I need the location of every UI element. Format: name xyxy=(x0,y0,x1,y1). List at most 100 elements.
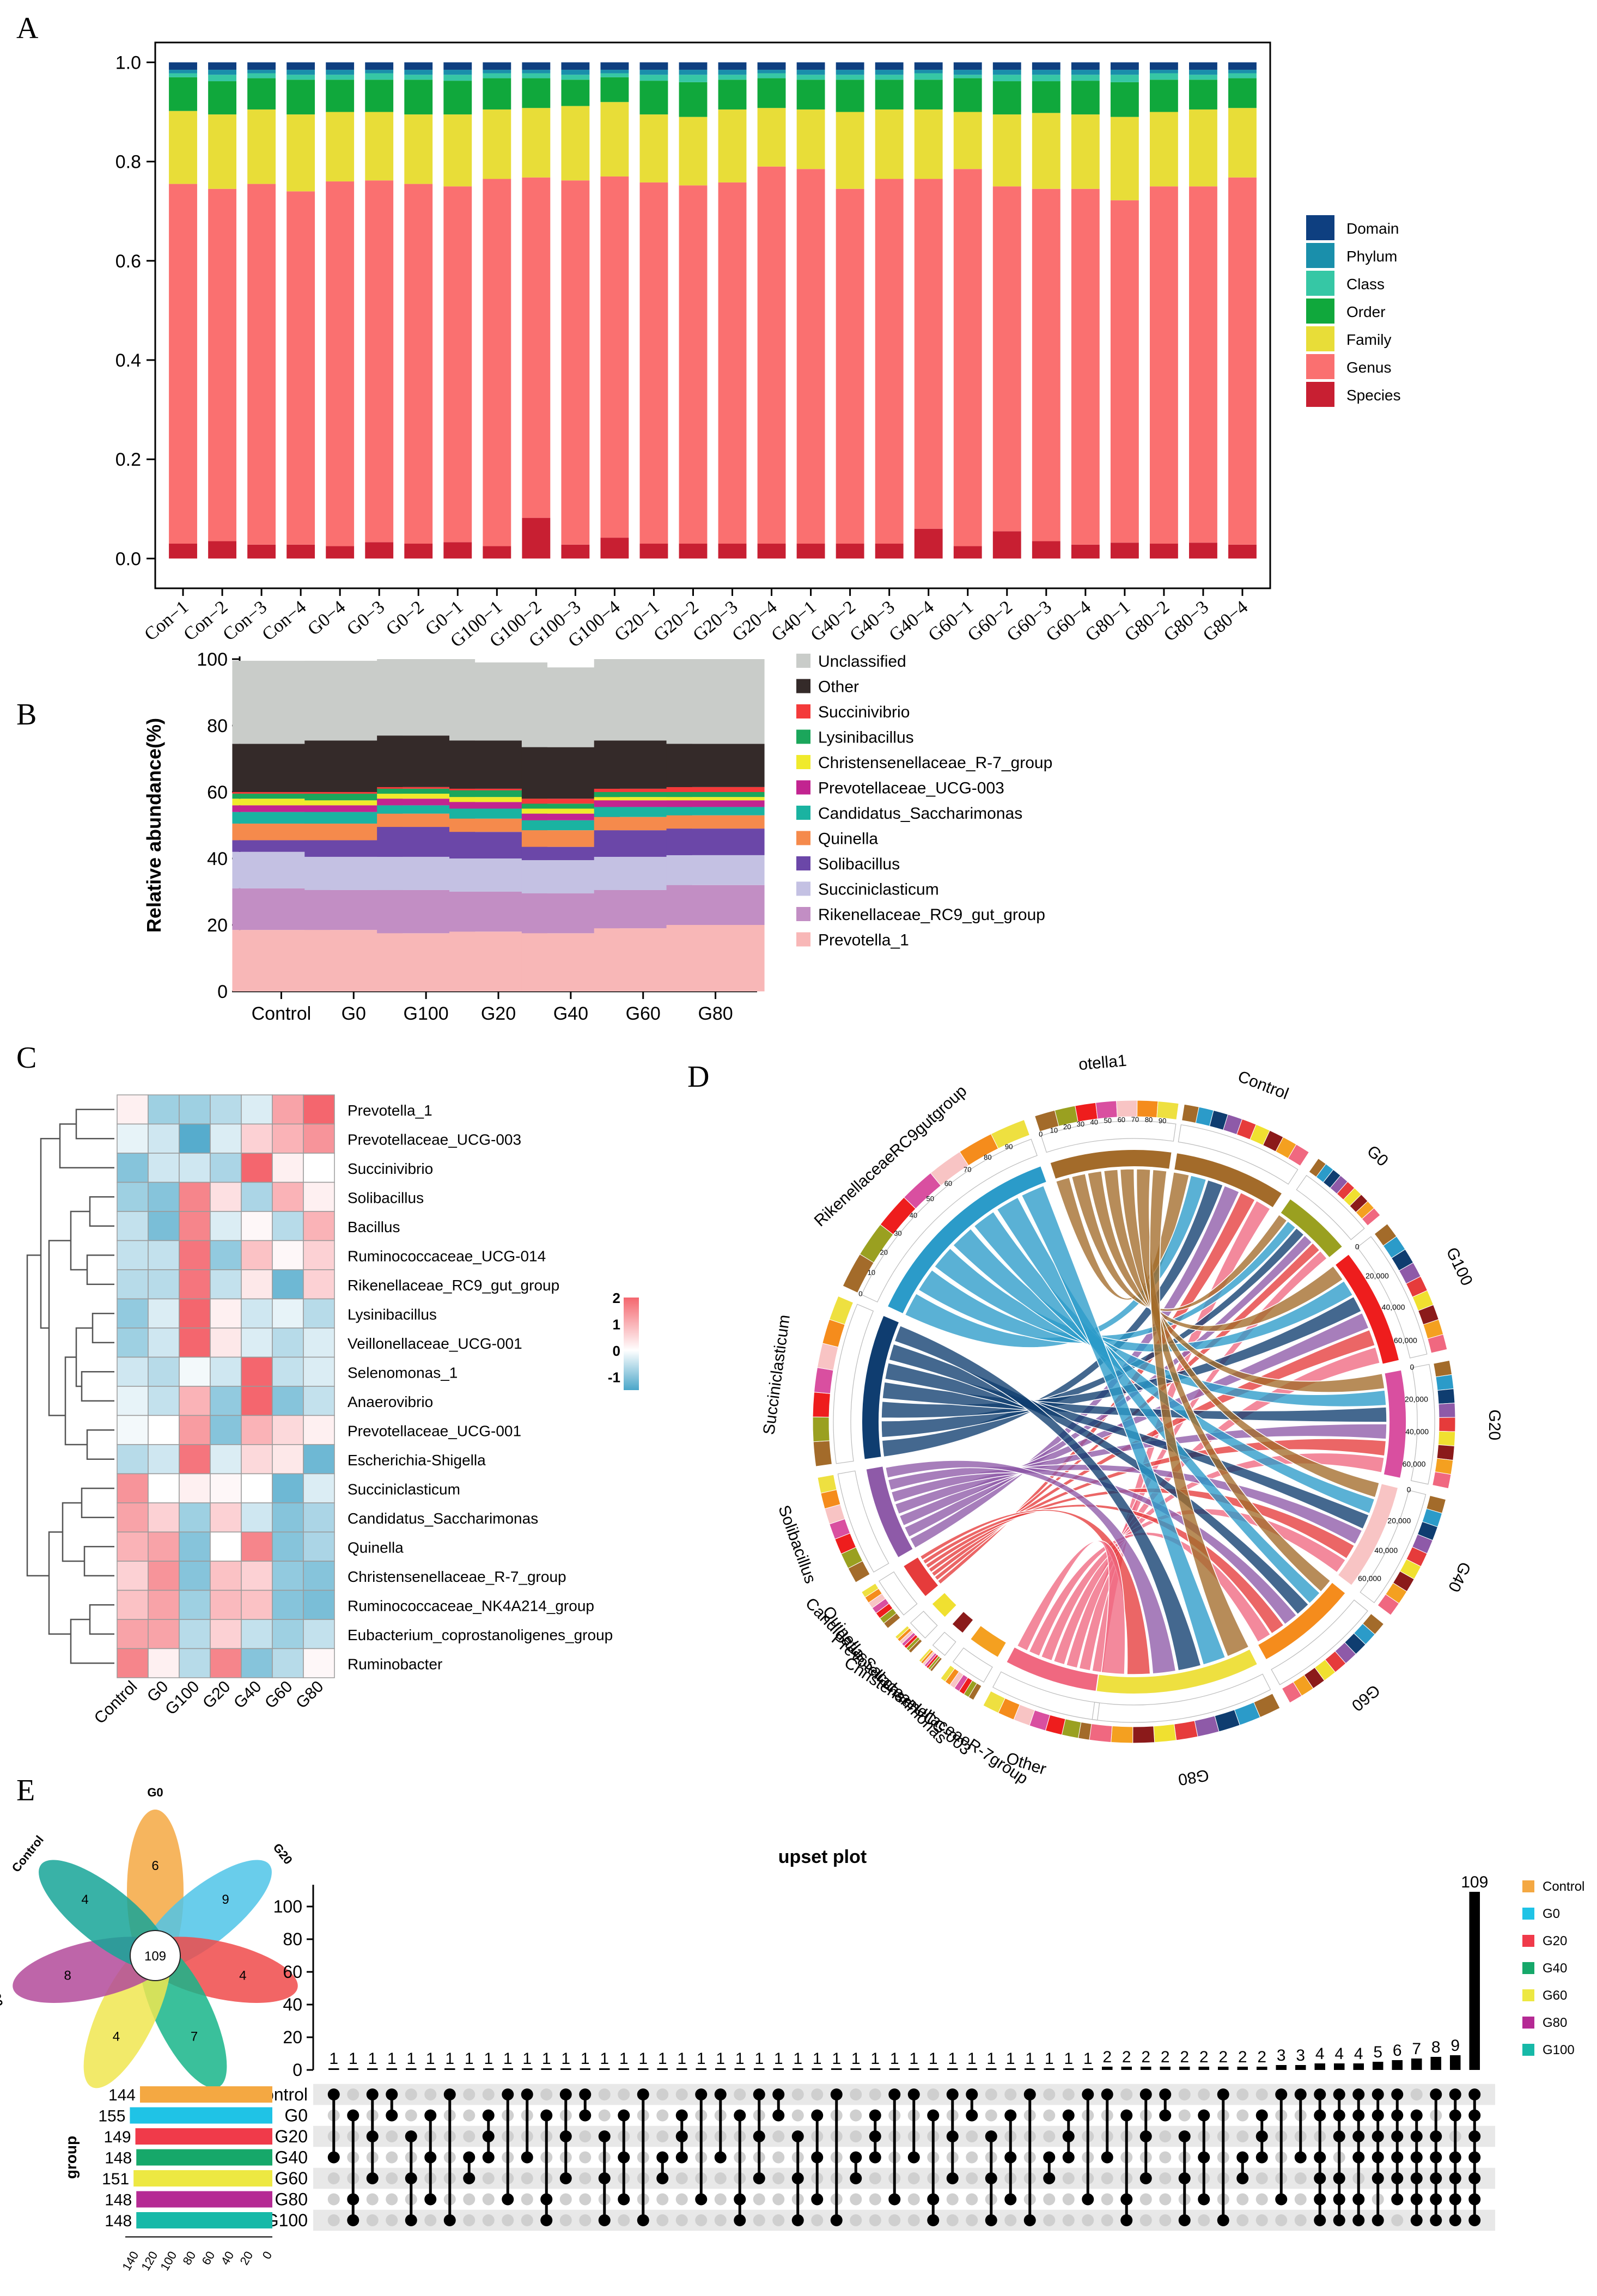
outer-percent-ring xyxy=(1432,1471,1452,1489)
intersection-bar xyxy=(985,2068,997,2070)
tick-ring-frame xyxy=(837,1470,889,1573)
membership-dot xyxy=(1159,2130,1172,2142)
bar-segment-family xyxy=(365,112,394,181)
upset-title: upset plot xyxy=(778,1847,867,1867)
row-label: Ruminobacter xyxy=(348,1655,442,1672)
bar-segment-class xyxy=(522,73,551,78)
percent-tick-label: 40 xyxy=(1090,1118,1098,1126)
membership-dot xyxy=(1004,2214,1017,2226)
bar-segment-order xyxy=(796,80,825,109)
bar-segment-genus xyxy=(836,188,864,544)
bar-segment-genus xyxy=(561,180,590,545)
x-tick-label: G20−3 xyxy=(689,597,741,645)
heatmap-cell xyxy=(148,1153,180,1183)
segment-label: ChristensenellaceaeR-7group xyxy=(841,1654,1031,1788)
bar-segment-family xyxy=(992,114,1021,187)
heatmap-cell xyxy=(210,1298,242,1329)
legend-swatch xyxy=(1306,243,1334,268)
membership-dot xyxy=(579,2193,592,2206)
intersection-bar xyxy=(348,2068,359,2070)
membership-dot xyxy=(463,2214,476,2226)
heatmap-cell xyxy=(272,1619,304,1649)
heatmap-cell xyxy=(241,1153,273,1183)
bar-segment-genus xyxy=(169,184,197,544)
set-size-tick: 60 xyxy=(199,2249,217,2268)
bar-segment-genus xyxy=(718,182,747,544)
heatmap-cell xyxy=(272,1153,304,1183)
bar-segment-domain xyxy=(404,62,433,70)
legend-label: Species xyxy=(1346,387,1401,404)
y-tick-label: 100 xyxy=(273,1897,302,1916)
intersection-bar xyxy=(1217,2067,1229,2070)
set-size-tick: 40 xyxy=(218,2249,236,2268)
heatmap-cell xyxy=(303,1619,335,1649)
intersection-count: 1 xyxy=(735,2050,745,2068)
set-size-bar xyxy=(140,2086,272,2103)
membership-dot xyxy=(1198,2088,1210,2100)
intersection-bar xyxy=(405,2068,417,2070)
heatmap-cell xyxy=(117,1327,149,1358)
tick-ring-frame xyxy=(1360,1490,1427,1604)
legend-swatch xyxy=(796,856,810,870)
membership-dot xyxy=(1101,2172,1113,2184)
x-tick-label: G60−3 xyxy=(1003,597,1056,645)
intersection-bar xyxy=(1140,2067,1151,2070)
outer-percent-ring xyxy=(918,1648,932,1663)
membership-dot xyxy=(327,2214,340,2226)
bar-segment-domain xyxy=(1228,62,1257,70)
chord-ribbon xyxy=(885,1460,1177,1674)
heatmap-cell xyxy=(272,1240,304,1270)
intersection-bar xyxy=(1256,2067,1267,2070)
chord-ribbon xyxy=(1071,1173,1288,1312)
membership-dot xyxy=(1410,2088,1423,2100)
legend-label: Prevotellaceae_UCG-003 xyxy=(818,779,1004,797)
set-size-tick: 20 xyxy=(237,2249,255,2268)
intersection-count: 1 xyxy=(986,2050,996,2068)
heatmap-cell xyxy=(117,1531,149,1562)
intersection-count: 1 xyxy=(658,2050,667,2068)
y-tick-label: 80 xyxy=(207,716,228,736)
intersection-count: 1 xyxy=(445,2050,454,2068)
bar-segment-family xyxy=(1228,108,1257,178)
bar-segment-order xyxy=(522,78,551,108)
bar-segment-class xyxy=(247,73,276,78)
y-tick-label: 40 xyxy=(283,1995,302,2014)
intersection-bar xyxy=(328,2068,339,2070)
bar-segment-species xyxy=(718,544,747,559)
bar-segment-family xyxy=(404,114,433,184)
bar-segment-lysinibacillus xyxy=(594,792,692,797)
bar-segment-domain xyxy=(757,62,786,70)
intersection-bar xyxy=(1198,2067,1210,2070)
membership-dot xyxy=(347,2088,359,2100)
legend-label: Prevotella_1 xyxy=(818,931,909,949)
heatmap-cell xyxy=(117,1648,149,1678)
membership-dot xyxy=(985,2088,997,2100)
bar-segment-species xyxy=(1032,541,1060,559)
scale-tick-label: 0 xyxy=(613,1343,620,1359)
bar-segment-family xyxy=(1110,117,1139,200)
legend-swatch xyxy=(796,755,810,769)
heatmap-cell xyxy=(179,1094,211,1125)
membership-dot xyxy=(869,2193,881,2206)
bar-segment-family xyxy=(757,108,786,167)
bar-segment-phylum xyxy=(1149,70,1178,74)
intersection-count: 3 xyxy=(1296,2047,1305,2064)
heatmap-cell xyxy=(210,1589,242,1620)
row-label: Christensenellaceae_R-7_group xyxy=(348,1568,566,1585)
percent-tick-label: 90 xyxy=(1005,1142,1013,1150)
legend-swatch xyxy=(1306,326,1334,351)
membership-dot xyxy=(869,2214,881,2226)
intersection-bar xyxy=(1430,2057,1442,2070)
bar-segment-genus xyxy=(522,177,551,518)
bar-segment-candidatus_saccharimonas xyxy=(666,807,765,815)
bar-segment-class xyxy=(718,75,747,80)
intersection-bar xyxy=(869,2068,881,2070)
membership-dot xyxy=(1062,2172,1075,2184)
tick-ring-frame xyxy=(1271,1599,1368,1685)
bar-segment-phylum xyxy=(169,70,197,74)
x-tick-label: G80−3 xyxy=(1160,597,1212,645)
intersection-count: 1 xyxy=(522,2050,532,2068)
bar-segment-genus xyxy=(1032,188,1060,541)
intersection-bar xyxy=(1372,2062,1383,2070)
x-tick-label: G40−4 xyxy=(885,597,937,645)
